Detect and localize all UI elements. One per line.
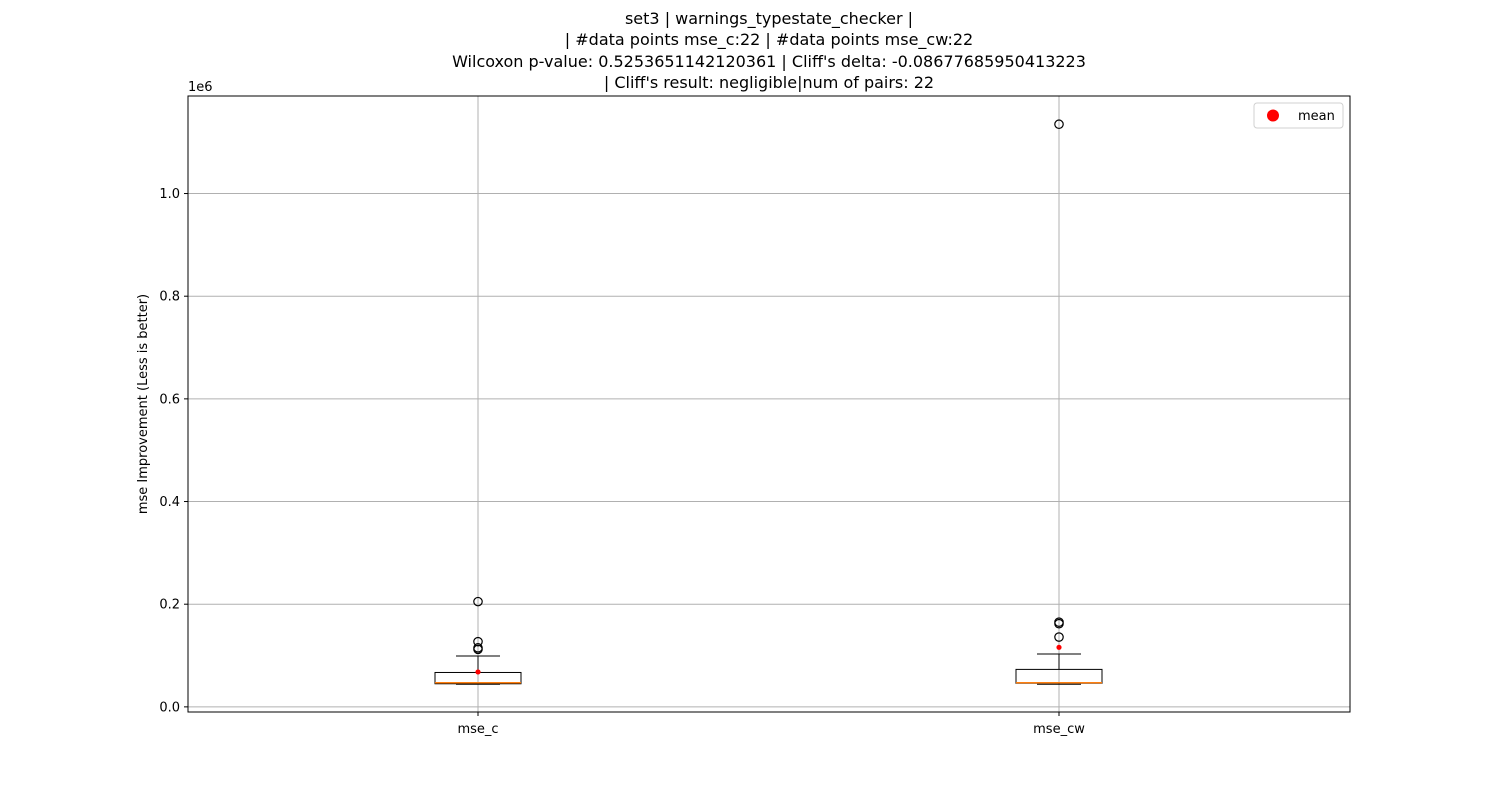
y-tick-label: 0.6 (159, 392, 180, 407)
plot-frame (187, 95, 1351, 713)
y-tick-label: 0.4 (159, 495, 180, 510)
x-tick-label: mse_cw (1033, 722, 1085, 737)
chart-title-line-1: set3 | warnings_typestate_checker | (624, 9, 914, 28)
y-tick-label: 0.0 (159, 700, 180, 715)
legend-mean-marker (1267, 109, 1279, 122)
y-axis-label: mse Improvement (Less is better) (136, 294, 151, 514)
chart-title-line-3: Wilcoxon p-value: 0.5253651142120361 | C… (452, 52, 1086, 71)
chart-title-line-2: | #data points mse_c:22 | #data points m… (564, 30, 974, 49)
legend-frame (1253, 102, 1344, 129)
mean-point (475, 669, 481, 675)
outlier-point (473, 596, 483, 607)
y-offset-label: 1e6 (188, 80, 213, 95)
axis-ticks: 0.0 0.2 0.4 0.6 0.8 1.0 mse_c mse_cw (159, 187, 1085, 737)
legend-mean-label: mean (1298, 109, 1335, 124)
y-tick-label: 0.2 (159, 598, 180, 613)
outlier-point (1054, 119, 1064, 130)
outlier-point (1054, 632, 1064, 642)
box-mse_c (434, 596, 522, 685)
boxes (434, 119, 1103, 685)
outlier-point (473, 644, 483, 655)
legend: mean (1253, 102, 1344, 129)
outlier-point (1054, 618, 1064, 629)
y-tick-label: 1.0 (159, 187, 180, 202)
grid-lines (188, 96, 1350, 712)
y-tick-label: 0.8 (159, 290, 180, 305)
x-tick-label: mse_c (457, 722, 498, 737)
outlier-point (473, 636, 483, 647)
mean-point (1056, 644, 1062, 650)
chart-title-line-4: | Cliff's result: negligible|num of pair… (603, 73, 935, 92)
box-mse_cw (1015, 119, 1103, 685)
